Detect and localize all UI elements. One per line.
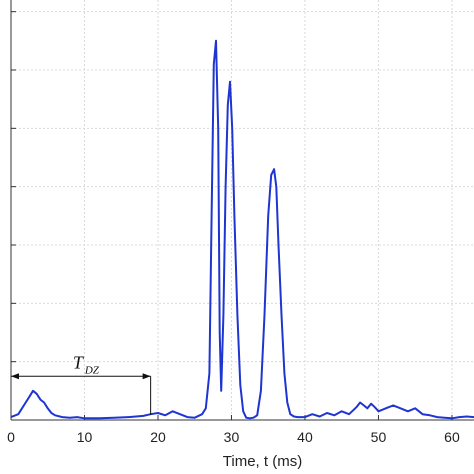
x-tick-label: 50 bbox=[371, 429, 387, 445]
x-ticks: 0 10 20 30 40 50 60 bbox=[7, 415, 460, 445]
annotation-arrowhead-left bbox=[11, 373, 19, 380]
grid-lines bbox=[11, 0, 474, 420]
annotation-arrowhead-right bbox=[142, 373, 151, 380]
x-tick-label: 60 bbox=[444, 429, 460, 445]
series-line bbox=[10, 39, 474, 420]
x-tick-label: 40 bbox=[297, 429, 313, 445]
annotation-label: T bbox=[73, 352, 85, 372]
axes bbox=[10, 0, 474, 421]
x-axis-label: Time, t (ms) bbox=[223, 453, 302, 470]
x-tick-label: 0 bbox=[7, 429, 15, 445]
x-tick-label: 10 bbox=[77, 429, 93, 445]
x-tick-label: 30 bbox=[224, 429, 240, 445]
annotation-group: T DZ bbox=[11, 352, 152, 415]
series-group bbox=[10, 39, 474, 420]
x-tick-label: 20 bbox=[150, 429, 166, 445]
annotation-subscript: DZ bbox=[84, 364, 100, 376]
